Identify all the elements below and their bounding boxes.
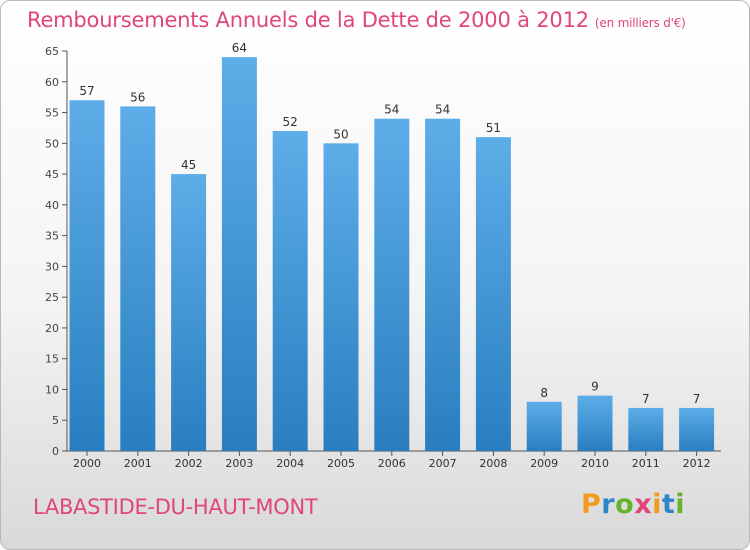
bar <box>475 137 511 451</box>
bar <box>577 395 613 451</box>
chart-title-text: Remboursements Annuels de la Dette de 20… <box>27 8 589 32</box>
bar-value-label: 54 <box>435 103 450 117</box>
logo-letter: i <box>652 489 662 520</box>
bars <box>69 57 715 452</box>
logo-letter: t <box>661 489 676 520</box>
y-tick-label: 30 <box>45 260 59 273</box>
y-tick-label: 65 <box>45 45 59 58</box>
x-tick-label: 2011 <box>632 457 660 470</box>
bar <box>374 118 410 451</box>
bar-value-label: 64 <box>232 41 247 55</box>
bar-value-label: 7 <box>642 392 650 406</box>
x-tick-label: 2002 <box>175 457 203 470</box>
y-tick-label: 50 <box>45 137 59 150</box>
bar-value-label: 52 <box>283 115 298 129</box>
proxiti-logo: Proxiti <box>581 489 685 520</box>
logo-letter: o <box>615 489 635 520</box>
bar <box>272 131 308 451</box>
bar-value-label: 54 <box>384 103 399 117</box>
chart-unit-label: (en milliers d'€) <box>594 16 686 30</box>
x-tick-label: 2004 <box>276 457 304 470</box>
bar <box>526 401 562 451</box>
x-tick-label: 2001 <box>124 457 152 470</box>
x-tick-label: 2006 <box>378 457 406 470</box>
y-tick-label: 40 <box>45 199 59 212</box>
y-tick-label: 35 <box>45 230 59 243</box>
y-tick-label: 0 <box>52 445 59 458</box>
bar <box>425 118 461 451</box>
bar <box>120 106 156 451</box>
y-tick-label: 15 <box>45 353 59 366</box>
bar-value-label: 8 <box>540 386 548 400</box>
bar <box>628 407 664 451</box>
bar <box>323 143 359 452</box>
y-tick-label: 60 <box>45 76 59 89</box>
y-tick-label: 10 <box>45 383 59 396</box>
bar-value-label: 51 <box>486 121 501 135</box>
bar-value-label: 7 <box>693 392 701 406</box>
y-tick-label: 5 <box>52 414 59 427</box>
x-tick-label: 2012 <box>683 457 711 470</box>
y-tick-label: 25 <box>45 291 59 304</box>
x-tick-label: 2000 <box>73 457 101 470</box>
bar <box>679 407 715 451</box>
x-tick-label: 2003 <box>225 457 253 470</box>
logo-letter: i <box>675 489 686 520</box>
bar-value-label: 9 <box>591 380 599 394</box>
bar <box>171 174 207 452</box>
bar <box>69 100 105 451</box>
x-tick-label: 2008 <box>479 457 507 470</box>
x-tick-label: 2005 <box>327 457 355 470</box>
data-labels: 57 56 45 64 52 50 54 54 51 8 9 7 7 <box>79 41 700 406</box>
logo-letter: P <box>581 489 602 520</box>
y-tick-label: 55 <box>45 107 59 120</box>
logo-letter: x <box>634 489 653 520</box>
y-axis: 0 5 10 15 20 25 30 35 40 45 50 55 60 65 <box>45 45 68 458</box>
bar-value-label: 45 <box>181 158 196 172</box>
y-tick-label: 20 <box>45 322 59 335</box>
x-tick-label: 2010 <box>581 457 609 470</box>
bar-value-label: 50 <box>333 127 348 141</box>
bar <box>221 57 257 452</box>
bar-value-label: 56 <box>130 90 145 104</box>
logo-letter: r <box>601 489 616 520</box>
x-axis: 2000 2001 2002 2003 2004 2005 2006 2007 2008 2009… <box>67 450 721 470</box>
x-tick-label: 2009 <box>530 457 558 470</box>
chart-title: Remboursements Annuels de la Dette de 20… <box>27 8 686 32</box>
bar-value-label: 57 <box>79 84 94 98</box>
y-tick-label: 45 <box>45 168 59 181</box>
place-name: LABASTIDE-DU-HAUT-MONT <box>33 495 318 519</box>
x-tick-label: 2007 <box>429 457 457 470</box>
